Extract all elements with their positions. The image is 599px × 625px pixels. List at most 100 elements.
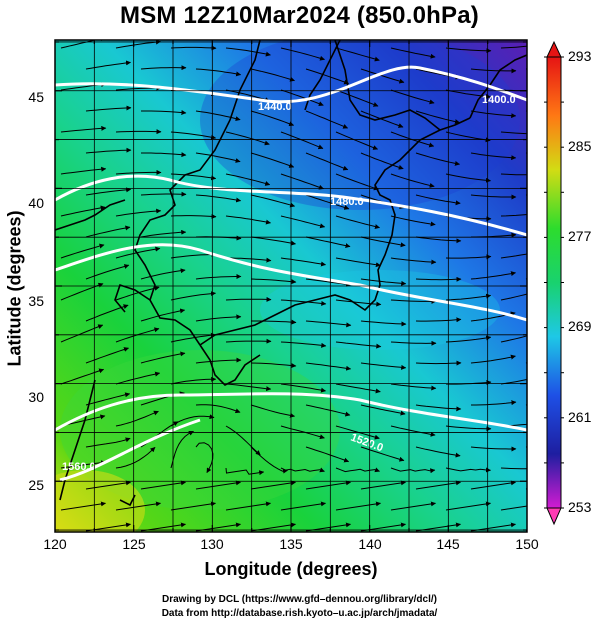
y-tick-label: 45 xyxy=(28,89,44,105)
x-tick-label: 135 xyxy=(279,536,303,552)
streamline xyxy=(60,166,107,175)
streamline xyxy=(85,264,130,280)
streamline xyxy=(415,276,462,282)
streamline xyxy=(60,243,105,259)
streamline xyxy=(195,274,242,280)
streamline xyxy=(195,194,242,203)
streamline xyxy=(500,505,527,511)
colorbar xyxy=(544,40,564,526)
streamline xyxy=(500,214,527,217)
streamline xyxy=(470,480,516,490)
streamline xyxy=(415,236,462,244)
streamline xyxy=(225,215,271,225)
streamline xyxy=(85,437,131,448)
streamline xyxy=(470,194,517,200)
streamline xyxy=(115,169,162,175)
streamline xyxy=(251,319,297,325)
streamline xyxy=(335,173,379,191)
streamline xyxy=(280,173,324,190)
streamline xyxy=(415,152,460,166)
streamline xyxy=(60,125,107,133)
streamline xyxy=(280,341,327,348)
streamline xyxy=(226,257,272,263)
streamline xyxy=(335,47,380,62)
streamline xyxy=(140,268,186,280)
y-tick-label: 30 xyxy=(28,389,44,405)
streamline xyxy=(140,351,186,364)
x-tick-label: 150 xyxy=(515,536,539,552)
streamline xyxy=(115,410,159,427)
streamline xyxy=(335,299,382,307)
streamline xyxy=(195,404,241,414)
streamline xyxy=(115,40,161,49)
y-tick-label: 25 xyxy=(28,477,44,493)
streamline xyxy=(305,236,351,249)
streamline xyxy=(335,501,381,511)
colorbar-max-arrow xyxy=(546,40,562,58)
streamline xyxy=(335,383,381,394)
streamline xyxy=(335,341,382,349)
streamline xyxy=(415,480,461,490)
streamline xyxy=(115,129,162,135)
streamline xyxy=(140,308,186,322)
streamline xyxy=(170,131,217,140)
streamline xyxy=(305,320,352,328)
streamline xyxy=(360,404,406,416)
streamline xyxy=(500,293,527,301)
streamline xyxy=(335,215,380,229)
streamline xyxy=(170,173,217,181)
streamline xyxy=(470,354,516,364)
streamline xyxy=(470,152,517,161)
streamline xyxy=(280,257,326,267)
streamline xyxy=(195,480,241,490)
streamline xyxy=(170,45,217,51)
streamline xyxy=(500,131,527,135)
streamline xyxy=(360,278,407,286)
streamline xyxy=(195,110,241,122)
colorbar-tick-label: 253 xyxy=(568,499,592,515)
streamline xyxy=(360,152,404,170)
streamline xyxy=(445,89,491,99)
streamline xyxy=(415,404,462,412)
streamline xyxy=(360,480,406,490)
streamline xyxy=(445,254,492,260)
streamline xyxy=(305,404,351,417)
x-axis-label: Longitude (degrees) xyxy=(204,559,378,579)
streamline xyxy=(60,205,106,217)
streamline xyxy=(280,425,325,440)
streamline xyxy=(470,68,517,74)
streamline xyxy=(390,467,436,474)
streamline xyxy=(250,278,297,285)
streamline xyxy=(85,60,131,70)
streamline xyxy=(170,376,217,385)
streamline xyxy=(445,173,491,183)
streamline xyxy=(470,446,517,452)
streamline xyxy=(280,383,326,393)
x-tick-label: 130 xyxy=(200,536,224,552)
streamline xyxy=(140,229,187,238)
streamline xyxy=(390,383,437,391)
streamline xyxy=(445,335,492,343)
streamline xyxy=(305,362,352,371)
streamline xyxy=(500,379,527,385)
streamline xyxy=(250,446,288,474)
streamline xyxy=(250,110,295,127)
streamline xyxy=(445,293,492,301)
streamline xyxy=(445,425,492,432)
streamline xyxy=(85,105,132,112)
streamline xyxy=(225,47,271,57)
colorbar-min-arrow xyxy=(546,507,562,526)
streamline xyxy=(390,257,437,265)
streamline xyxy=(415,317,462,323)
x-tick-label: 140 xyxy=(358,536,382,552)
contour-label-1480: 1480.0 xyxy=(330,196,364,208)
streamline xyxy=(390,89,435,105)
streamline xyxy=(140,480,186,490)
y-tick-label: 40 xyxy=(28,195,44,211)
streamline xyxy=(60,368,105,385)
streamline xyxy=(500,467,527,470)
streamline xyxy=(195,152,241,163)
streamline xyxy=(60,501,106,511)
streamline xyxy=(115,447,156,469)
